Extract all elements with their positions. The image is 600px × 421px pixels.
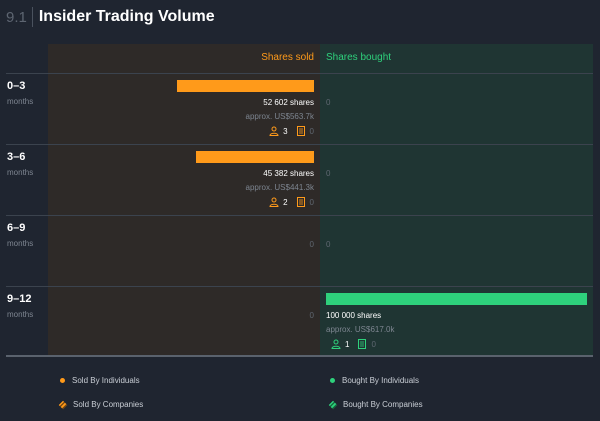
legend-sold-companies: Sold By Companies xyxy=(58,400,144,409)
period-label: 0–3 xyxy=(7,80,26,92)
building-icon xyxy=(296,197,305,207)
building-icon xyxy=(358,339,367,349)
table-row: 0–3 months 52 602 shares approx. US$563.… xyxy=(0,74,600,145)
green-dot-icon xyxy=(330,378,335,383)
bought-bar xyxy=(326,293,587,305)
companies-count: 0 xyxy=(309,126,314,136)
companies-count: 0 xyxy=(309,197,314,207)
individuals-count: 1 xyxy=(345,339,350,349)
legend-sold-individuals: Sold By Individuals xyxy=(60,376,140,385)
legend-bought-individuals: Bought By Individuals xyxy=(330,376,419,385)
sold-shares: 45 382 shares xyxy=(263,169,314,178)
table-row: 3–6 months 45 382 shares approx. US$441.… xyxy=(0,145,600,216)
sold-bar xyxy=(196,151,314,163)
bought-shares: 100 000 shares xyxy=(326,311,382,320)
sold-zero-value: 0 xyxy=(309,240,314,249)
building-icon xyxy=(296,126,305,136)
row-divider xyxy=(6,73,593,74)
legend-label: Bought By Companies xyxy=(343,400,423,409)
section-header: 9.1 Insider Trading Volume xyxy=(6,6,215,28)
legend-label: Sold By Individuals xyxy=(72,376,140,385)
green-hatch-icon xyxy=(328,400,338,409)
column-header-bought: Shares bought xyxy=(326,52,392,63)
bought-zero-value: 0 xyxy=(326,169,331,178)
period-unit: months xyxy=(7,239,34,248)
sold-shares: 52 602 shares xyxy=(263,98,314,107)
bought-approx-value: approx. US$617.0k xyxy=(326,325,395,334)
person-icon xyxy=(269,197,279,207)
table-row: 6–9 months 0 0 xyxy=(0,216,600,287)
table-bottom-divider xyxy=(6,355,593,357)
period-label: 3–6 xyxy=(7,151,26,163)
sold-zero-value: 0 xyxy=(309,311,314,320)
row-divider xyxy=(6,286,593,287)
row-divider xyxy=(6,215,593,216)
orange-dot-icon xyxy=(60,378,65,383)
bought-zero-value: 0 xyxy=(326,240,331,249)
column-header-sold: Shares sold xyxy=(261,52,314,63)
period-label: 6–9 xyxy=(7,222,26,234)
period-label: 9–12 xyxy=(7,293,32,305)
companies-count: 0 xyxy=(371,339,376,349)
period-unit: months xyxy=(7,97,34,106)
sold-panel xyxy=(48,44,320,355)
legend-label: Sold By Companies xyxy=(73,400,144,409)
legend-label: Bought By Individuals xyxy=(342,376,419,385)
sold-approx-value: approx. US$563.7k xyxy=(245,112,315,121)
orange-hatch-icon xyxy=(58,400,68,409)
table-row: 9–12 months 0 100 000 shares approx. US$… xyxy=(0,287,600,358)
sold-insider-counts: 2 0 xyxy=(269,197,314,207)
legend-bought-companies: Bought By Companies xyxy=(328,400,423,409)
individuals-count: 2 xyxy=(283,197,288,207)
section-number: 9.1 xyxy=(6,8,27,26)
sold-bar xyxy=(177,80,314,92)
person-icon xyxy=(269,126,279,136)
row-divider xyxy=(6,144,593,145)
sold-approx-value: approx. US$441.3k xyxy=(245,183,315,192)
bought-zero-value: 0 xyxy=(326,98,331,107)
person-icon xyxy=(331,339,341,349)
section-separator xyxy=(31,7,33,27)
individuals-count: 3 xyxy=(283,126,288,136)
bought-insider-counts: 1 0 xyxy=(331,339,376,349)
sold-insider-counts: 3 0 xyxy=(269,126,314,136)
page-title: Insider Trading Volume xyxy=(38,8,215,25)
period-unit: months xyxy=(7,310,34,319)
period-unit: months xyxy=(7,168,34,177)
